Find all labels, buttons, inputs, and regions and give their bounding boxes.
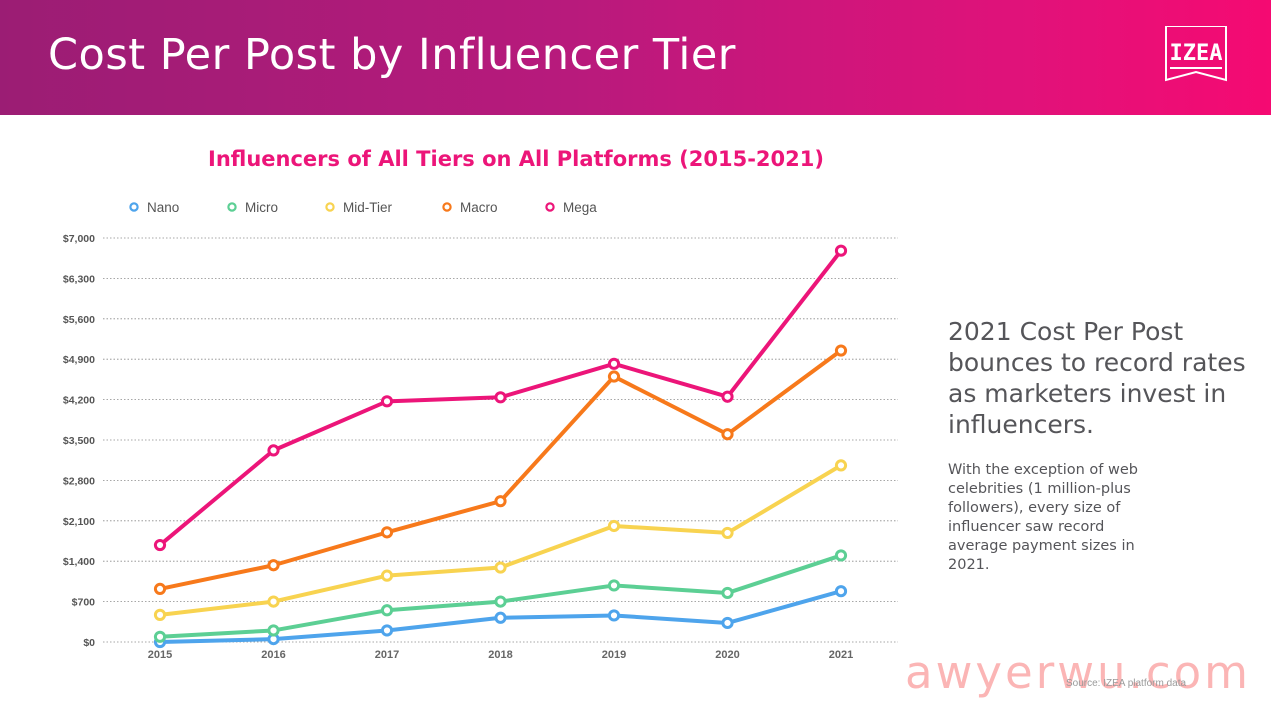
data-point	[153, 608, 167, 621]
data-point	[834, 585, 848, 598]
legend-marker	[129, 202, 139, 212]
side-heading: 2021 Cost Per Post bounces to record rat…	[948, 317, 1246, 439]
y-tick-label: $0	[83, 637, 95, 649]
legend-label: Mid-Tier	[343, 200, 393, 215]
y-tick-label: $7,000	[63, 233, 95, 245]
side-body: With the exception of web celebrities (1…	[948, 462, 1138, 573]
logo-text: IZEA	[1170, 41, 1223, 66]
data-point	[153, 582, 167, 596]
x-tick-label: 2019	[602, 649, 626, 661]
data-point	[380, 569, 394, 582]
data-point	[834, 459, 848, 472]
y-tick-label: $1,400	[63, 556, 95, 568]
header-banner: Cost Per Post by Influencer Tier IZEA	[0, 0, 1271, 115]
legend-label: Nano	[147, 200, 179, 215]
data-point	[494, 391, 507, 404]
data-point	[267, 624, 280, 637]
y-tick-label: $3,500	[63, 435, 95, 447]
source-note: Source: IZEA platform data	[1066, 678, 1187, 689]
y-tick-label: $4,200	[63, 395, 95, 407]
data-point	[721, 616, 734, 630]
legend-label: Micro	[245, 200, 278, 215]
data-point	[267, 595, 280, 608]
x-tick-label: 2018	[488, 649, 512, 661]
series-line-mid-tier	[158, 463, 843, 617]
data-point	[721, 526, 734, 540]
data-point	[153, 538, 167, 552]
x-tick-label: 2016	[261, 649, 285, 661]
data-point	[607, 609, 621, 622]
legend-marker	[442, 202, 452, 212]
data-point	[607, 357, 621, 370]
data-point	[834, 549, 848, 562]
data-point	[607, 370, 621, 383]
x-tick-label: 2021	[829, 649, 853, 661]
data-point	[834, 344, 848, 357]
x-tick-label: 2015	[148, 649, 172, 661]
data-point	[494, 561, 507, 574]
watermark-text: awyerwu.com	[905, 646, 1251, 699]
data-point	[380, 395, 394, 408]
data-point	[607, 579, 621, 592]
data-point	[721, 390, 734, 403]
legend-marker	[227, 202, 237, 212]
data-point	[834, 244, 848, 257]
data-point	[380, 624, 394, 637]
page-title: Cost Per Post by Influencer Tier	[48, 30, 736, 80]
data-point	[494, 495, 507, 508]
data-point	[380, 604, 394, 617]
data-point	[494, 611, 507, 624]
data-point	[721, 586, 734, 600]
y-tick-label: $4,900	[63, 354, 95, 366]
data-point	[267, 444, 280, 457]
line-chart: $0 $700 $1,400 $2,100 $2,800 $3,500 $4,200 $4,9…	[63, 200, 898, 661]
data-point	[267, 559, 280, 572]
legend-label: Mega	[563, 200, 597, 215]
data-point	[380, 526, 394, 539]
legend-marker	[325, 202, 335, 212]
izea-logo: IZEA	[1165, 26, 1227, 82]
y-tick-label: $2,800	[63, 475, 95, 487]
legend-marker	[545, 202, 555, 212]
y-tick-label: $6,300	[63, 273, 95, 285]
y-tick-label: $700	[72, 597, 96, 609]
x-tick-label: 2020	[715, 649, 739, 661]
data-point	[494, 595, 507, 608]
data-point	[153, 630, 167, 643]
legend-label: Macro	[460, 200, 498, 215]
series-line-macro	[158, 348, 843, 591]
data-point	[607, 519, 621, 533]
y-tick-label: $5,600	[63, 314, 95, 326]
y-tick-label: $2,100	[63, 516, 95, 528]
chart-title: Influencers of All Tiers on All Platform…	[208, 147, 824, 171]
data-point	[721, 428, 734, 441]
x-tick-label: 2017	[375, 649, 399, 661]
